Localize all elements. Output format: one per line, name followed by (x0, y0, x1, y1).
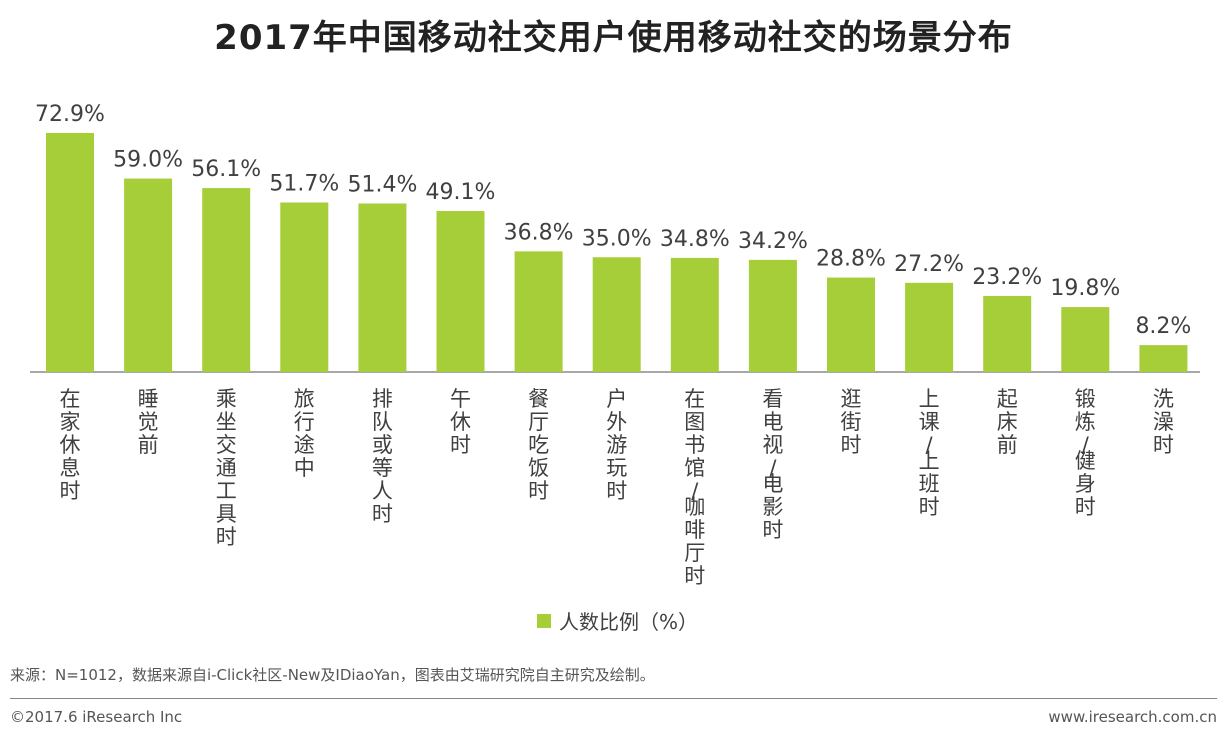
category-label: 看电视/电影时 (762, 387, 783, 542)
data-label: 49.1% (426, 180, 496, 205)
category-label: 午休时 (450, 387, 471, 457)
footer-divider (10, 698, 1217, 699)
bar-chart: 72.9% 在家休息时 59.0% 睡觉前 56.1% 乘坐交通工具时 51.7% 旅行途中 5… (30, 102, 1200, 588)
bar (436, 211, 485, 372)
website-url: www.iresearch.com.cn (1048, 708, 1217, 726)
category-label: 户外游玩时 (606, 387, 627, 503)
category-label: 上课/上班时 (919, 387, 940, 519)
bar (592, 257, 641, 372)
data-label: 27.2% (894, 252, 964, 277)
category-label: 睡觉前 (138, 387, 159, 457)
copyright-text: ©2017.6 iResearch Inc (10, 708, 183, 726)
bar (905, 282, 954, 372)
data-label: 19.8% (1050, 276, 1120, 301)
bar (1139, 345, 1188, 372)
bar (46, 133, 94, 372)
data-label: 51.4% (347, 172, 417, 197)
legend-label: 人数比例（%） (559, 610, 699, 634)
category-label: 逛街时 (841, 387, 862, 457)
category-label: 锻炼/健身时 (1075, 387, 1096, 519)
category-label: 乘坐交通工具时 (216, 387, 237, 549)
bar (670, 257, 719, 372)
data-label: 34.8% (660, 227, 730, 252)
bar (827, 277, 875, 372)
data-label: 8.2% (1135, 314, 1191, 339)
category-label: 在图书馆/咖啡厅时 (684, 387, 705, 588)
data-label: 56.1% (191, 157, 261, 182)
bar (983, 295, 1032, 372)
bar (358, 203, 407, 372)
bar (514, 251, 563, 372)
data-label: 35.0% (582, 226, 652, 251)
bar (1061, 307, 1110, 372)
data-label: 28.8% (816, 247, 886, 272)
category-label: 排队或等人时 (372, 387, 393, 526)
category-label: 旅行途中 (294, 387, 315, 480)
legend-swatch (537, 613, 551, 628)
category-label: 洗澡时 (1153, 387, 1174, 457)
data-label: 23.2% (972, 265, 1042, 290)
category-label: 在家休息时 (60, 387, 81, 503)
data-label: 34.2% (738, 229, 808, 254)
bar (124, 178, 173, 372)
category-label: 起床前 (997, 387, 1018, 457)
chart-title: 2017年中国移动社交用户使用移动社交的场景分布 (214, 18, 1013, 58)
data-label: 59.0% (113, 148, 183, 173)
source-note: 来源：N=1012，数据来源自i-Click社区-New及IDiaoYan，图表… (10, 666, 655, 684)
data-label: 72.9% (35, 102, 105, 127)
bar (280, 202, 329, 372)
bar (748, 259, 797, 372)
bar (202, 188, 251, 372)
data-label: 51.7% (269, 172, 339, 197)
category-label: 餐厅吃饭时 (528, 387, 549, 503)
data-label: 36.8% (504, 220, 574, 245)
chart-legend: 人数比例（%） (537, 606, 698, 635)
